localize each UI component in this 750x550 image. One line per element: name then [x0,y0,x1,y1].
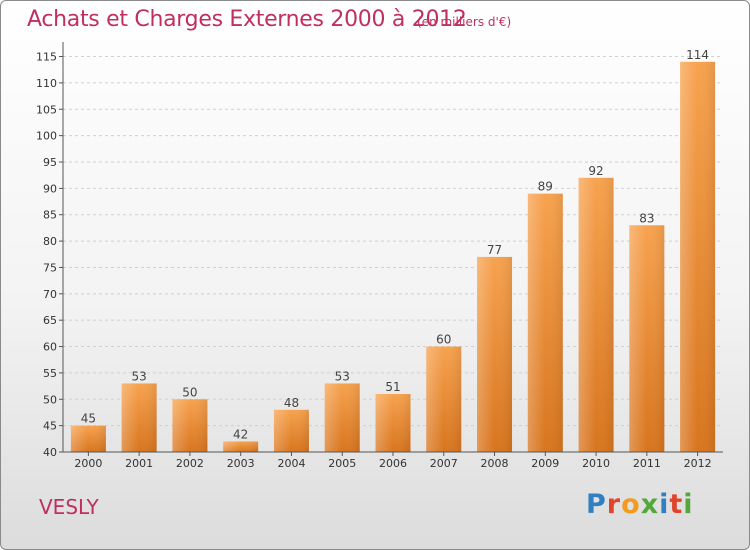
y-tick-label: 90 [43,182,57,195]
data-labels: 45 53 50 42 48 53 51 60 77 89 92 83 114 [81,48,709,442]
y-tick-label: 110 [36,77,57,90]
bar-shine-2008 [477,256,513,452]
data-label-2004: 48 [284,396,299,410]
bars [70,61,716,453]
bar-shine-2000 [70,425,106,452]
proxiti-logo: Proxiti [586,489,694,520]
bar-shine-2009 [527,193,563,453]
bar-shine-2006 [375,394,411,452]
bar-shine-2001 [121,383,157,452]
y-tick-label: 100 [36,130,57,143]
logo-letter: x [640,489,660,520]
x-tick-label: 2002 [176,457,204,470]
data-label-2003: 42 [233,427,248,441]
axes: 40 45 50 55 60 65 70 75 80 85 90 95 100 105 110 115 2000… [36,42,723,470]
x-tick-label: 2001 [125,457,153,470]
bar-shine-2005 [324,383,360,452]
y-tick-label: 105 [36,103,57,116]
data-label-2000: 45 [81,412,96,426]
bar-shine-2002 [172,399,208,452]
logo-letter: i [683,489,694,520]
data-label-2002: 50 [182,385,197,399]
y-tick-label: 50 [43,393,57,406]
x-tick-label: 2007 [430,457,458,470]
y-tick-label: 70 [43,288,57,301]
logo-letter: i [659,489,670,520]
bar-shine-2007 [426,346,462,452]
y-tick-label: 65 [43,314,57,327]
data-label-2009: 89 [538,180,553,194]
x-tick-label: 2010 [582,457,610,470]
bar-shine-2003 [223,441,259,452]
data-label-2005: 53 [335,369,350,383]
x-tick-label: 2009 [531,457,559,470]
y-tick-label: 60 [43,341,57,354]
y-tick-label: 115 [36,51,57,64]
x-tick-label: 2008 [481,457,509,470]
x-tick-label: 2005 [328,457,356,470]
x-tick-label: 2012 [684,457,712,470]
chart-subtitle: (en milliers d'€) [417,15,512,29]
bar-shine-2011 [629,225,665,452]
y-tick-label: 95 [43,156,57,169]
grid-lines [63,56,723,427]
logo-letter: P [586,489,607,520]
x-tick-label: 2006 [379,457,407,470]
y-tick-label: 85 [43,209,57,222]
x-tick-label: 2004 [277,457,305,470]
chart-title: Achats et Charges Externes 2000 à 2012 [27,7,467,32]
data-label-2010: 92 [588,164,603,178]
logo-letter: t [669,489,684,520]
y-tick-label: 55 [43,367,57,380]
location-label: VESLY [39,495,99,519]
data-label-2011: 83 [639,211,654,225]
bar-shine-2012 [680,61,716,453]
data-label-2006: 51 [385,380,400,394]
data-label-2012: 114 [686,48,709,62]
y-tick-label: 75 [43,261,57,274]
x-tick-label: 2011 [633,457,661,470]
data-label-2007: 60 [436,333,451,347]
y-tick-label: 80 [43,235,57,248]
y-tick-label: 45 [43,420,57,433]
logo-letter: o [621,489,641,520]
x-tick-label: 2003 [227,457,255,470]
logo-letter: r [606,489,622,520]
bar-shine-2010 [578,177,614,452]
y-tick-label: 40 [43,446,57,459]
data-label-2001: 53 [132,369,147,383]
data-label-2008: 77 [487,243,502,257]
bar-shine-2004 [273,409,309,452]
x-tick-label: 2000 [74,457,102,470]
